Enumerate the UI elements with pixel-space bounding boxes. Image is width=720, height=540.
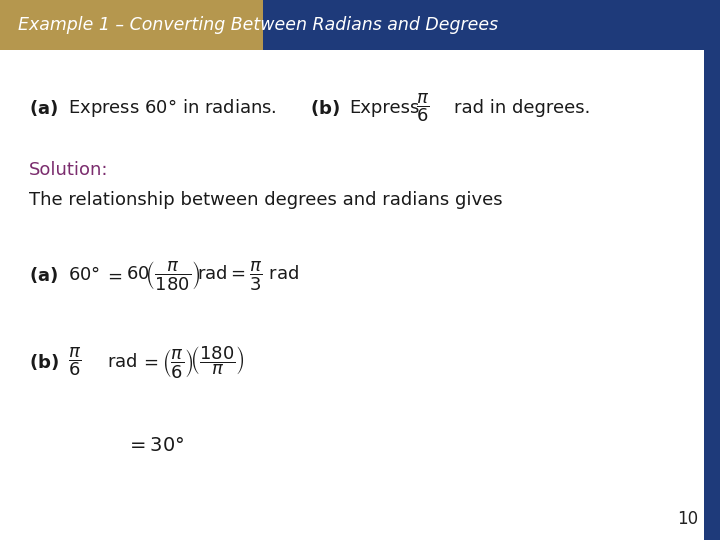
Text: Express: Express bbox=[349, 99, 420, 117]
Text: 10: 10 bbox=[677, 510, 698, 528]
Text: $\mathbf{(b)}$: $\mathbf{(b)}$ bbox=[310, 98, 339, 118]
Bar bbox=[263, 0, 720, 50]
Bar bbox=[0, 0, 263, 50]
Text: $60\degree$: $60\degree$ bbox=[68, 266, 101, 285]
Text: $\dfrac{\pi}{6}$: $\dfrac{\pi}{6}$ bbox=[68, 346, 82, 378]
Text: $= 30\degree$: $= 30\degree$ bbox=[126, 436, 184, 455]
Text: Express 60$\degree$ in radians.: Express 60$\degree$ in radians. bbox=[68, 97, 277, 119]
Text: $\mathrm{rad}$: $\mathrm{rad}$ bbox=[107, 353, 137, 371]
Text: $\mathbf{(a)}$: $\mathbf{(a)}$ bbox=[29, 98, 58, 118]
Text: Example 1 – Converting Between Radians and Degrees: Example 1 – Converting Between Radians a… bbox=[18, 16, 498, 34]
Text: rad in degrees.: rad in degrees. bbox=[454, 99, 590, 117]
Text: $=$: $=$ bbox=[104, 266, 123, 285]
Text: $60\!\left(\dfrac{\pi}{180}\right)\!\mathrm{rad} = \dfrac{\pi}{3}\ \mathrm{rad}$: $60\!\left(\dfrac{\pi}{180}\right)\!\mat… bbox=[126, 259, 299, 292]
Text: $\mathbf{(a)}$: $\mathbf{(a)}$ bbox=[29, 265, 58, 286]
Text: $\dfrac{\pi}{6}$: $\dfrac{\pi}{6}$ bbox=[416, 92, 430, 124]
Text: $=$: $=$ bbox=[140, 353, 159, 371]
Bar bbox=[704, 50, 720, 540]
Text: $\left(\dfrac{\pi}{6}\right)\!\left(\dfrac{180}{\pi}\right)$: $\left(\dfrac{\pi}{6}\right)\!\left(\dfr… bbox=[162, 344, 245, 380]
Text: Solution:: Solution: bbox=[29, 161, 108, 179]
Text: The relationship between degrees and radians gives: The relationship between degrees and rad… bbox=[29, 191, 503, 209]
Text: $\mathbf{(b)}$: $\mathbf{(b)}$ bbox=[29, 352, 58, 372]
